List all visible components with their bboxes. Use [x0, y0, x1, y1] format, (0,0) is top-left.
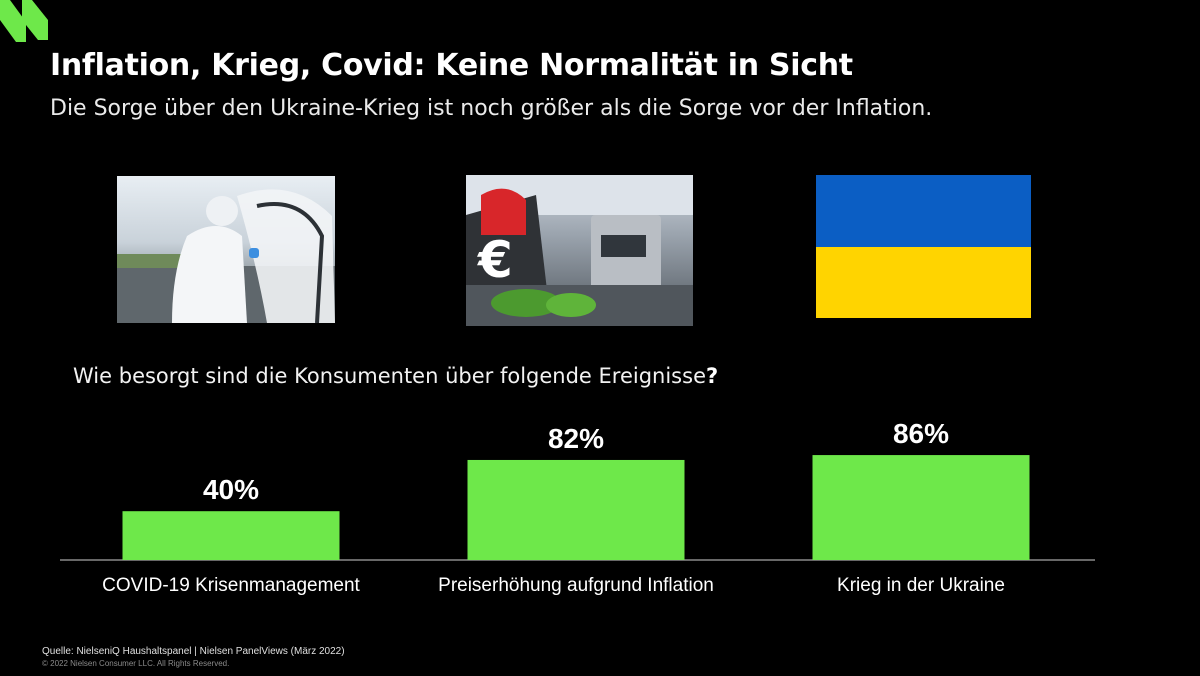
- inflation-euro-photo: €: [466, 175, 693, 326]
- copyright-note: © 2022 Nielsen Consumer LLC. All Rights …: [42, 659, 230, 668]
- bar-chart: 40% COVID-19 Krisenmanagement 82% Preiserhö…: [60, 418, 1095, 596]
- category-label-3: Krieg in der Ukraine: [837, 575, 1005, 596]
- ukraine-flag: [816, 175, 1031, 318]
- question-text: Wie besorgt sind die Konsumenten über fo…: [73, 364, 706, 388]
- bar-3: [812, 455, 1030, 560]
- category-label-1: COVID-19 Krisenmanagement: [102, 575, 360, 596]
- bar-2: [467, 459, 685, 560]
- page-subtitle: Die Sorge über den Ukraine-Krieg ist noc…: [50, 96, 933, 121]
- bar-value-label-3: 86%: [893, 418, 949, 449]
- page-title: Inflation, Krieg, Covid: Keine Normalitä…: [50, 48, 853, 83]
- euro-icon: €: [477, 231, 513, 289]
- bar-1: [122, 511, 340, 560]
- bar-value-label-1: 40%: [203, 474, 259, 505]
- flag-yellow-stripe: [816, 246, 1031, 318]
- category-label-2: Preiserhöhung aufgrund Inflation: [438, 575, 714, 596]
- flag-blue-stripe: [816, 175, 1031, 247]
- question-mark: ?: [705, 364, 719, 388]
- source-note: Quelle: NielseniQ Haushaltspanel | Niels…: [42, 646, 345, 657]
- covid-worker-photo: [117, 176, 335, 323]
- nielsen-logo-icon: [0, 0, 48, 42]
- bar-value-label-2: 82%: [548, 423, 604, 454]
- chart-question: Wie besorgt sind die Konsumenten über fo…: [73, 364, 718, 388]
